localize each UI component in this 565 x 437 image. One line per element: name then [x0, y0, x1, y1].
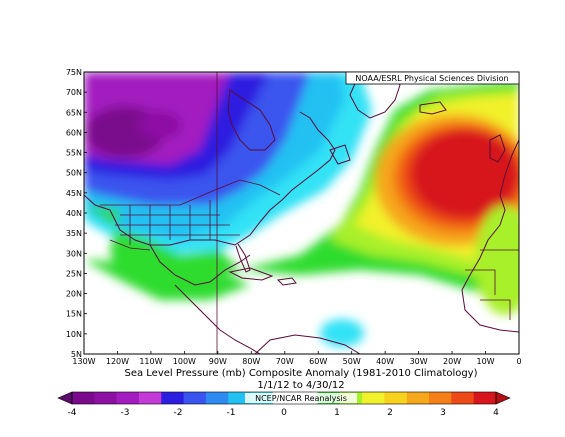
latitude-label: 75N: [66, 68, 82, 77]
cuba: [228, 267, 274, 281]
colorbar-right-arrow: [495, 391, 511, 405]
colorbar-left-arrow: [57, 391, 73, 405]
latitude-label: 50N: [66, 169, 82, 178]
colorbar-label: -2: [174, 408, 183, 418]
latitude-labels: 75N 70N 65N 60N 55N 50N 45N 40N 35N 30N 25N 20N 15N 1…: [66, 68, 87, 359]
central-america: [174, 284, 261, 354]
longitude-label: 100W: [173, 357, 196, 366]
latitude-label: 65N: [66, 108, 82, 117]
map-plot-area: [84, 72, 519, 354]
cyan-low-eastpacific: [320, 319, 364, 347]
caption-title: Sea Level Pressure (mb) Composite Anomal…: [124, 368, 477, 379]
longitude-label: 60W: [309, 357, 327, 366]
colorbar-segment: [384, 392, 408, 404]
longitude-label: 0: [516, 357, 521, 366]
latitude-label: 10N: [66, 330, 82, 339]
latitude-label: 5N: [71, 350, 82, 359]
credit-box: NOAA/ESRL Physical Sciences Division: [345, 71, 520, 85]
mexico-border: [109, 239, 151, 251]
colorbar-segment: [205, 392, 229, 404]
longitude-label: 40W: [376, 357, 394, 366]
green-region-gulf: [84, 205, 240, 285]
british-isles: [489, 134, 506, 163]
latitude-label: 25N: [66, 269, 82, 278]
colorbar-label: 3: [440, 408, 446, 418]
colorbar-label: -4: [68, 408, 77, 418]
hudson-bay: [227, 89, 276, 151]
longitude-label: 10W: [476, 357, 494, 366]
green-region-pacific: [84, 260, 250, 300]
longitude-label: 70W: [276, 357, 294, 366]
credit-text: NOAA/ESRL Physical Sciences Division: [355, 74, 508, 83]
longitude-label: 80W: [242, 357, 260, 366]
colorbar-label: 0: [281, 408, 287, 418]
gulf-of-mexico: [149, 244, 251, 286]
latitude-label: 70N: [66, 88, 82, 97]
colorbar-label: 2: [387, 408, 393, 418]
colorbar-segment: [473, 392, 497, 404]
watermark-text: NCEP/NCAR Reanalysis: [255, 394, 347, 403]
latitude-label: 35N: [66, 229, 82, 238]
iceland: [419, 101, 447, 115]
longitude-label: 110W: [139, 357, 162, 366]
longitude-label: 30W: [410, 357, 428, 366]
latitude-label: 45N: [66, 189, 82, 198]
colorbar-segment: [72, 392, 95, 404]
colorbar-segment: [406, 392, 430, 404]
credit-box-bg: [345, 71, 520, 85]
us-state-lines: [115, 200, 240, 245]
latitude-label: 40N: [66, 209, 82, 218]
colorbar-label: 4: [493, 408, 499, 418]
caption-date-range: 1/1/12 to 4/30/12: [257, 380, 344, 391]
florida: [235, 243, 251, 273]
political-boundaries: [100, 72, 519, 354]
colorbar-segment: [451, 392, 475, 404]
longitude-label: 90W: [209, 357, 227, 366]
colorbar-watermark: NCEP/NCAR Reanalysis: [245, 393, 357, 403]
colorbar-segment: [183, 392, 207, 404]
colorbar-label: -3: [121, 408, 130, 418]
hispaniola: [276, 277, 297, 286]
longitude-label: 20W: [443, 357, 461, 366]
latitude-label: 55N: [66, 149, 82, 158]
latitude-label: 15N: [66, 310, 82, 319]
red-high: [411, 130, 519, 218]
longitude-labels: 130W 120W 110W 100W 90W 80W 70W 60W 50W 40W 30W 20W…: [72, 351, 522, 366]
deep-purple-low-2: [138, 111, 182, 139]
colorbar-label: 1: [334, 408, 340, 418]
colorbar-segment: [94, 392, 118, 404]
colorbar-segment: [138, 392, 162, 404]
africa-coast: [461, 224, 519, 333]
colorbar-segment: [116, 392, 140, 404]
colorbar-labels: -4 -3 -2 -1 0 1 2 3 4: [68, 408, 500, 418]
longitude-label: 120W: [106, 357, 129, 366]
anomaly-field: [84, 72, 519, 347]
colorbar-segment: [429, 392, 452, 404]
colorbar-segment: [161, 392, 185, 404]
latitude-label: 30N: [66, 249, 82, 258]
colorbar-label: -1: [227, 408, 236, 418]
latitude-label: 60N: [66, 128, 82, 137]
colorbar-segment: [362, 392, 385, 404]
longitude-label: 50W: [343, 357, 361, 366]
colorbar: NCEP/NCAR Reanalysis -4 -3 -2 -1 0 1 2 3 4: [57, 391, 511, 418]
canada-us-border: [100, 179, 281, 206]
newfoundland: [329, 144, 351, 165]
africa-borders: [465, 249, 519, 320]
colorbar-frame: [71, 391, 497, 405]
longitude-label: 130W: [72, 357, 95, 366]
lightgreen-africa: [475, 205, 519, 315]
watermark-bg: [245, 393, 357, 403]
latitude-label: 20N: [66, 290, 82, 299]
europe-coast: [499, 139, 519, 226]
south-america: [254, 334, 361, 354]
